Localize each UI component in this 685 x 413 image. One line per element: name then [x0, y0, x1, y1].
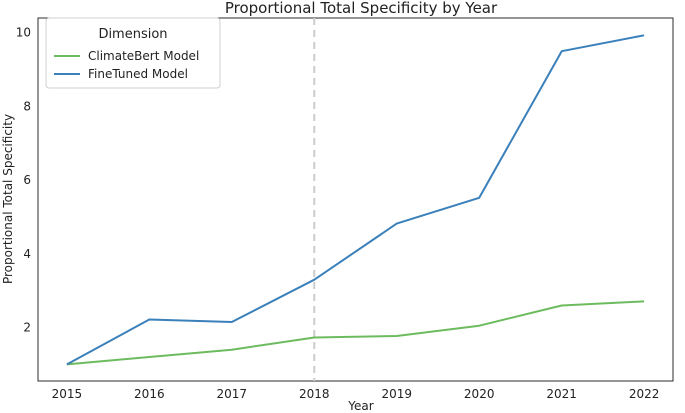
y-axis-label: Proportional Total Specificity: [1, 114, 15, 284]
x-tick-label: 2017: [217, 387, 248, 401]
y-tick-label: 8: [23, 99, 31, 113]
legend-label: ClimateBert Model: [88, 49, 199, 63]
y-axis: 2 4 6 8 10: [16, 26, 31, 335]
series-line-1: [66, 300, 645, 366]
legend: Dimension ClimateBert Model FineTuned Mod…: [45, 17, 221, 89]
x-tick-label: 2015: [52, 387, 83, 401]
x-tick-label: 2022: [629, 387, 660, 401]
x-axis: 2015 2016 2017 2018 2019 2020 2021 2022: [52, 387, 660, 401]
y-tick-label: 2: [23, 321, 31, 335]
y-tick-label: 6: [23, 173, 31, 187]
series-line-2: [66, 34, 645, 366]
plot-area: [37, 17, 674, 382]
x-tick-label: 2018: [299, 387, 330, 401]
x-tick-label: 2016: [134, 387, 165, 401]
legend-label: FineTuned Model: [88, 67, 188, 81]
series-layer: [66, 34, 645, 366]
chart-title: Proportional Total Specificity by Year: [225, 0, 498, 17]
y-tick-label: 10: [16, 26, 31, 40]
x-axis-label: Year: [347, 399, 373, 413]
x-tick-label: 2021: [546, 387, 577, 401]
legend-box: [45, 17, 221, 89]
x-tick-label: 2019: [381, 387, 412, 401]
legend-items: ClimateBert Model FineTuned Model: [54, 49, 199, 81]
x-tick-label: 2020: [464, 387, 495, 401]
legend-title: Dimension: [98, 27, 167, 42]
y-tick-label: 4: [23, 247, 31, 261]
